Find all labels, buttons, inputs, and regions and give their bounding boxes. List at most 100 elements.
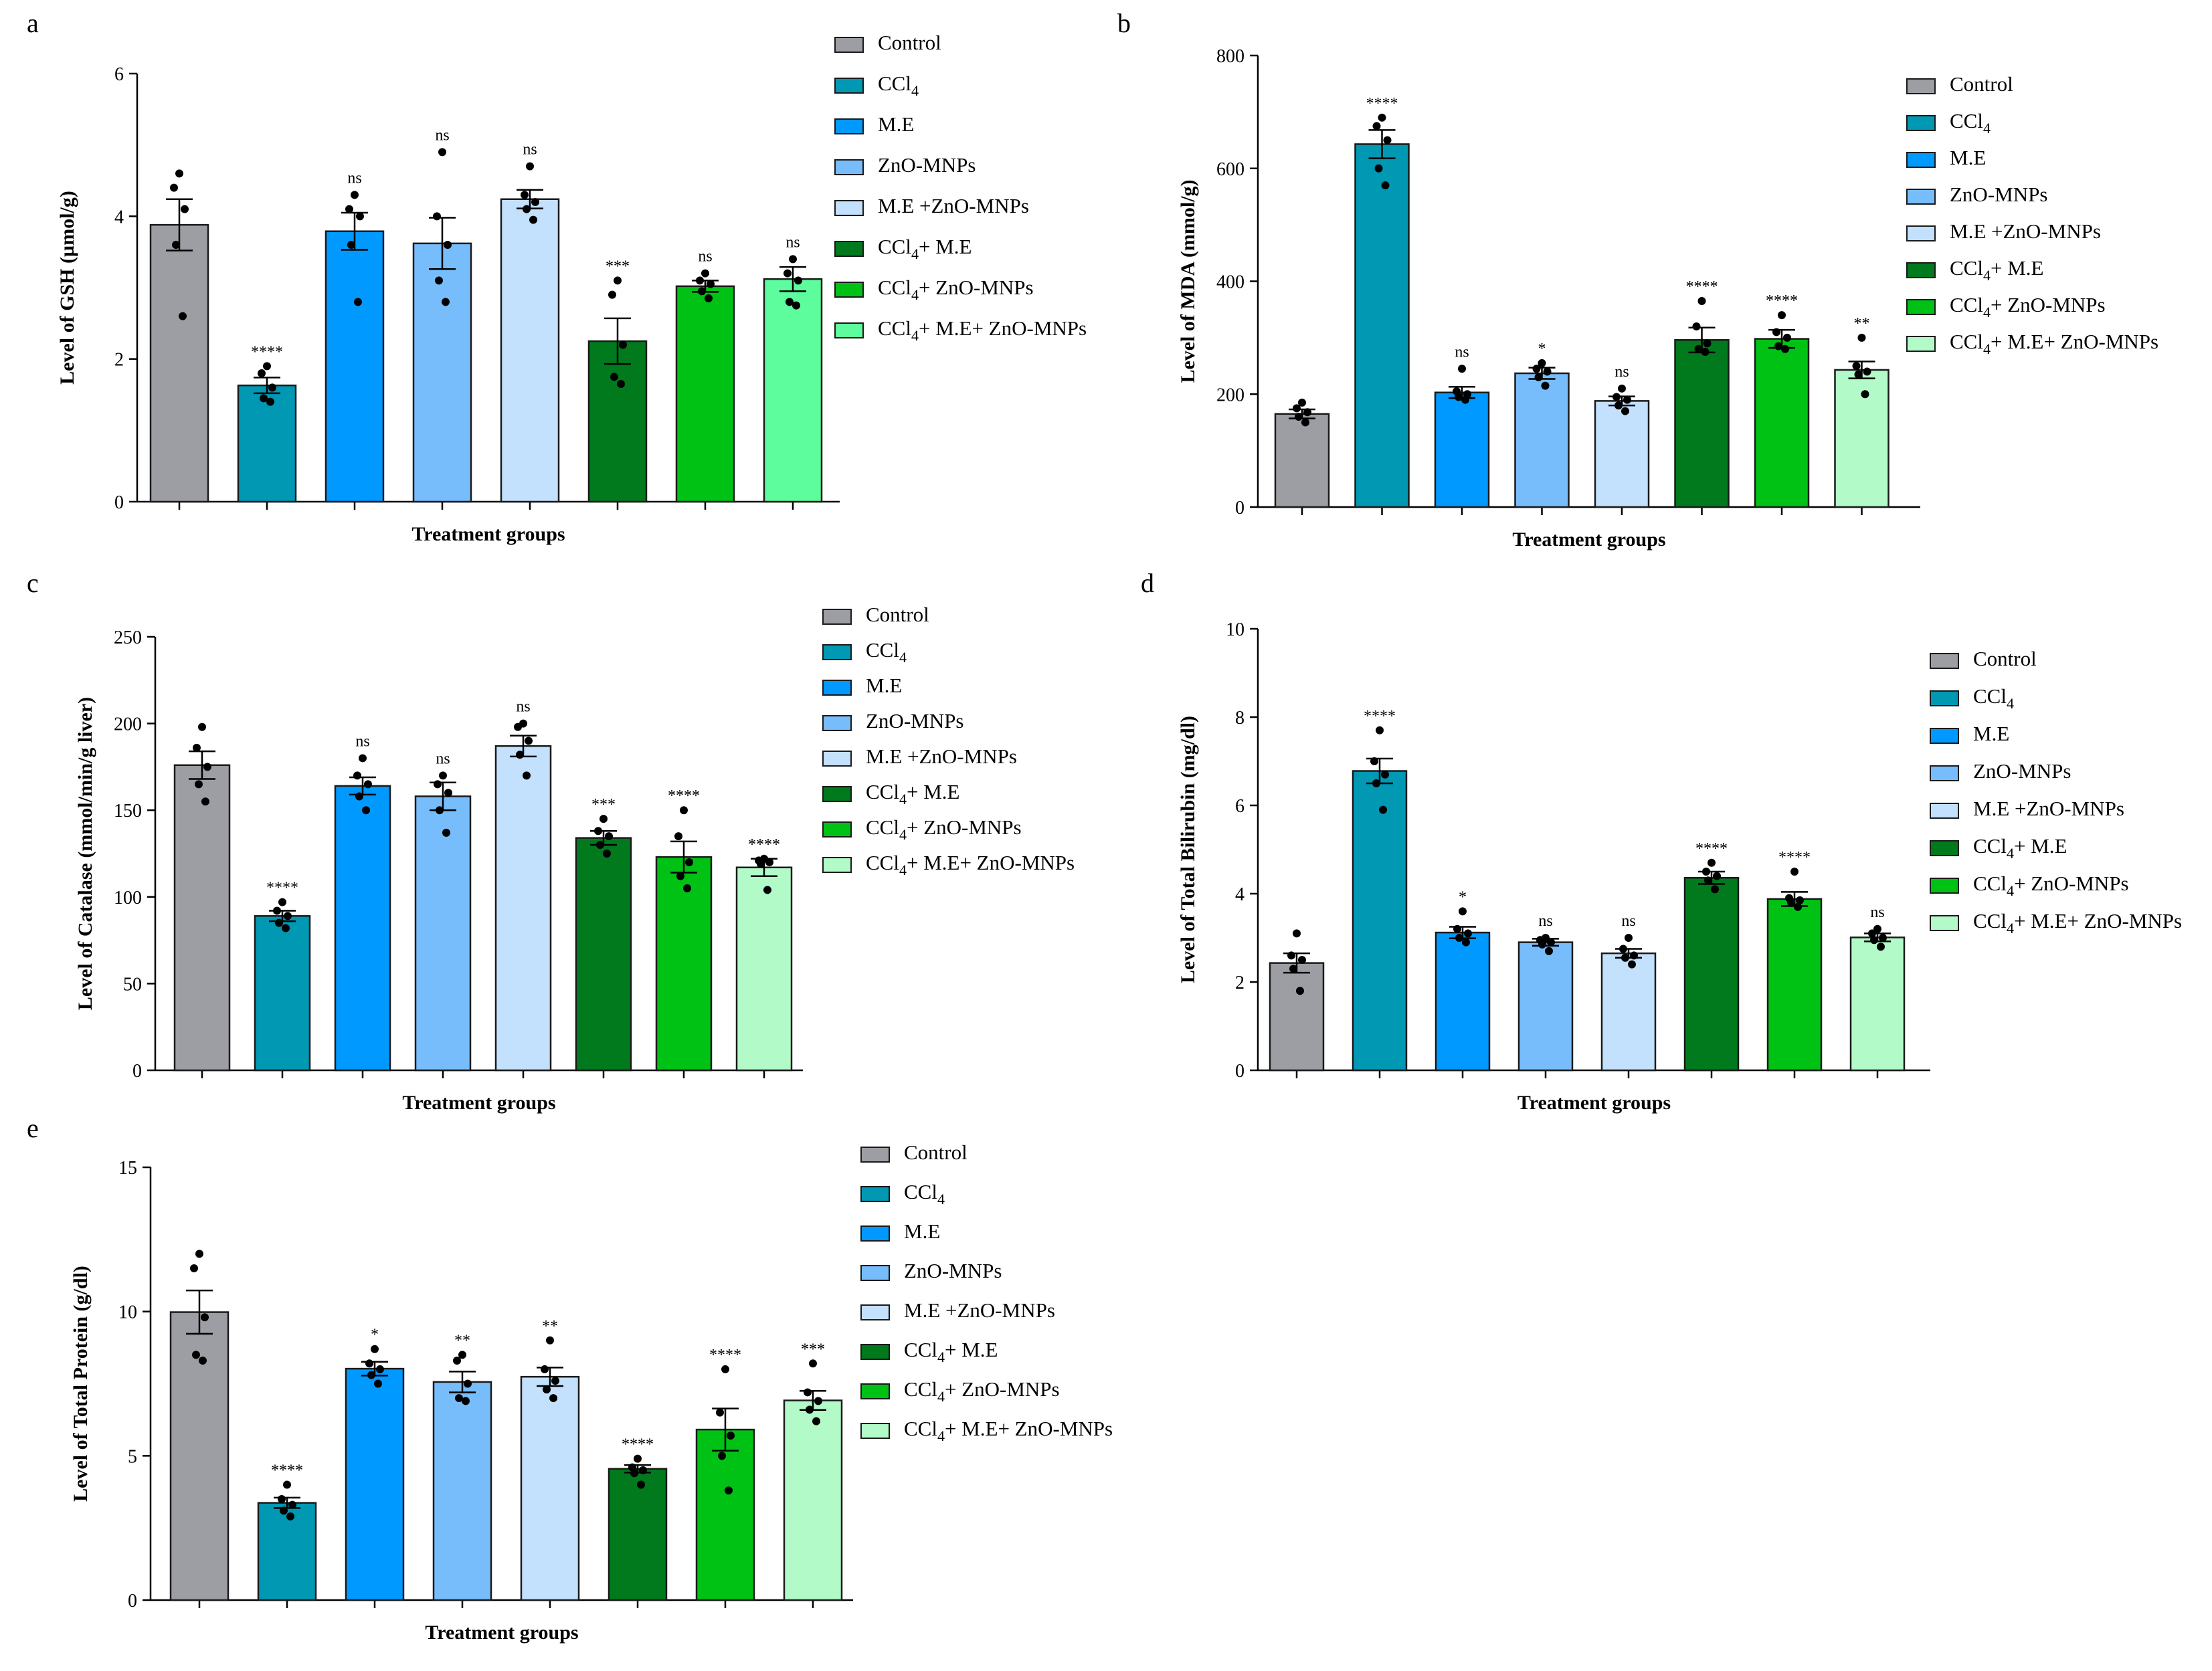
bar-7: [655, 856, 713, 1072]
data-point: [1541, 381, 1550, 390]
data-point: [288, 1500, 296, 1509]
data-point: [1868, 929, 1876, 938]
chart-panel-e: e 0 5 10 15 Level of Total Protein (g/dl) Trea…: [27, 1113, 1113, 1644]
data-point: [1704, 876, 1712, 885]
data-point: [1374, 164, 1383, 173]
significance-label: ****: [271, 1462, 303, 1479]
legend-swatch-4: [1930, 765, 1959, 781]
y-tick-label: 4: [114, 207, 124, 227]
legend-label-6: CCl4+ M.E: [866, 780, 959, 807]
data-point: [1372, 122, 1381, 130]
data-point: [707, 280, 715, 288]
data-point: [195, 1250, 203, 1258]
data-point: [814, 1397, 822, 1405]
data-point: [359, 754, 367, 763]
data-point: [275, 918, 283, 927]
panel-letter: a: [27, 8, 39, 38]
data-point: [1464, 929, 1472, 938]
legend: Control CCl4 M.E ZnO-MNPs M.E +ZnO-MNPs CCl4+…: [834, 31, 1087, 344]
data-point: [543, 1385, 551, 1394]
legend-label-6: CCl4+ M.E: [904, 1338, 998, 1365]
data-point: [1701, 347, 1710, 356]
legend-swatch-6: [834, 241, 864, 257]
legend-label-2: CCl4: [1950, 109, 1991, 136]
bar-6: [1674, 339, 1730, 508]
significance-label: ns: [1870, 904, 1884, 921]
data-point: [794, 276, 802, 285]
bar-8: [783, 1399, 843, 1601]
legend: Control CCl4 M.E ZnO-MNPs M.E +ZnO-MNPs CCl4+…: [860, 1141, 1113, 1444]
data-point: [637, 1480, 645, 1489]
bar-5: [500, 198, 560, 503]
data-point: [701, 269, 709, 278]
data-point: [529, 215, 537, 224]
legend-swatch-6: [822, 786, 852, 802]
data-point: [371, 1345, 379, 1353]
significance-label: ***: [591, 796, 616, 813]
data-point: [786, 298, 794, 306]
legend-swatch-4: [1906, 189, 1936, 205]
data-point: [193, 743, 201, 752]
significance-label: ****: [266, 880, 298, 897]
data-point: [1287, 951, 1295, 960]
panel-letter: c: [27, 568, 39, 598]
bar-3: [1434, 391, 1490, 508]
y-tick-label: 2: [114, 350, 124, 371]
data-point: [1623, 395, 1631, 404]
bar-3: [325, 230, 385, 503]
legend-label-1: Control: [866, 603, 929, 626]
significance-label: ****: [748, 836, 780, 854]
legend-label-3: M.E: [1950, 146, 1986, 169]
data-point: [725, 1486, 733, 1495]
data-point: [676, 872, 684, 880]
data-point: [1879, 934, 1887, 942]
data-point: [1621, 953, 1629, 962]
data-point: [521, 191, 529, 199]
bar-5: [494, 745, 552, 1072]
bar-8: [763, 278, 823, 503]
data-point: [705, 294, 713, 302]
data-point: [1619, 945, 1627, 953]
y-tick-label: 0: [1235, 1061, 1245, 1082]
y-tick-label: 600: [1216, 159, 1245, 180]
significance-label: ns: [355, 732, 369, 750]
data-point: [1543, 367, 1552, 376]
data-point: [1376, 726, 1384, 734]
legend: Control CCl4 M.E ZnO-MNPs M.E +ZnO-MNPs CCl4+…: [822, 603, 1075, 878]
data-point: [549, 1394, 557, 1403]
data-point: [1630, 951, 1638, 960]
data-point: [531, 198, 539, 206]
legend-label-8: CCl4+ M.E+ ZnO-MNPs: [1973, 909, 2182, 937]
data-point: [1713, 872, 1721, 880]
significance-label: ns: [786, 233, 800, 251]
data-point: [608, 290, 616, 299]
legend-label-7: CCl4+ ZnO-MNPs: [1973, 872, 2129, 899]
data-point: [1455, 934, 1463, 942]
legend-label-4: ZnO-MNPs: [1950, 183, 2047, 206]
significance-label: *: [371, 1326, 379, 1344]
legend-label-2: CCl4: [878, 72, 919, 99]
bar-3: [345, 1367, 405, 1601]
data-point: [453, 1356, 461, 1365]
legend-swatch-8: [834, 322, 864, 338]
legend-label-4: ZnO-MNPs: [866, 709, 963, 732]
data-point: [792, 301, 800, 310]
significance-label: ns: [436, 750, 450, 767]
significance-label: ***: [801, 1341, 825, 1358]
bar-5: [1600, 952, 1657, 1072]
significance-label: ns: [1538, 912, 1552, 930]
data-point: [1863, 367, 1871, 376]
legend-swatch-2: [822, 644, 852, 660]
data-point: [464, 1379, 472, 1388]
data-point: [442, 828, 450, 837]
bar-4: [1517, 941, 1574, 1072]
bar-8: [1849, 937, 1906, 1072]
legend-label-2: CCl4: [904, 1180, 945, 1207]
data-point: [1538, 940, 1546, 949]
legend-swatch-2: [1930, 690, 1959, 706]
legend-swatch-7: [1906, 299, 1936, 315]
data-point: [1372, 779, 1380, 787]
legend-label-2: CCl4: [866, 638, 907, 666]
data-point: [516, 751, 524, 759]
y-tick-label: 0: [128, 1591, 137, 1611]
